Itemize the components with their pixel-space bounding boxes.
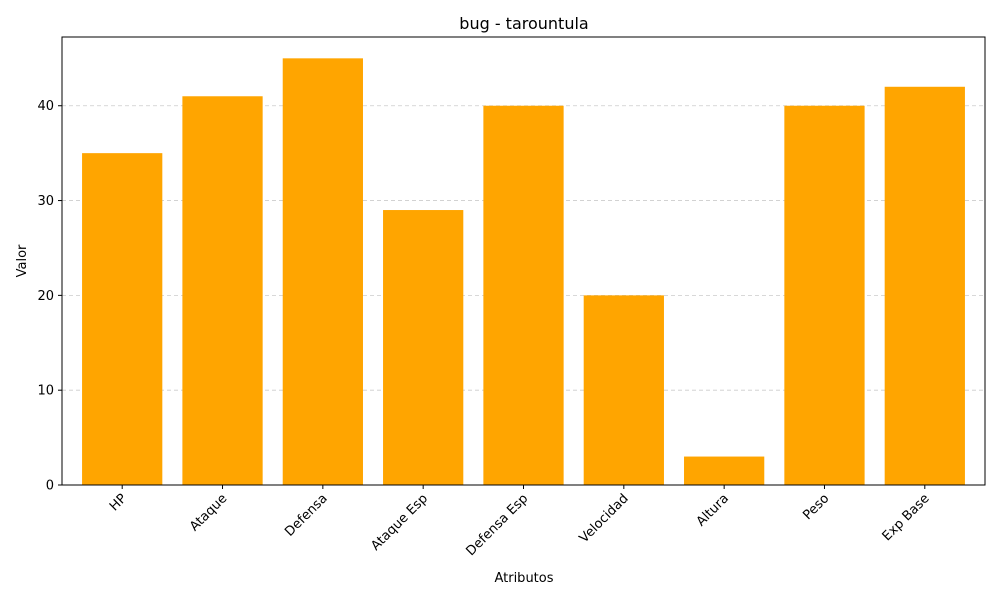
bar [182,96,263,485]
y-tick-label: 0 [46,479,54,494]
bar [884,86,965,486]
x-axis-ticks: HP Ataque Defensa Ataque Esp Defensa Esp Velo… [107,485,933,559]
bar [784,105,865,486]
x-tick-label: Exp Base [880,491,933,544]
y-axis-title: Valor [15,244,30,277]
x-tick-label: Defensa [282,491,330,539]
x-tick-label: Ataque [187,491,230,534]
bars [82,58,965,486]
x-tick-label: Defensa Esp [463,491,531,559]
bar [82,153,163,486]
x-tick-label: HP [107,491,130,514]
bar [684,456,765,485]
y-axis-ticks: 0 10 20 30 40 [37,99,62,494]
x-tick-label: Peso [800,491,832,523]
y-tick-label: 10 [37,384,54,399]
bar [282,58,363,485]
bar [483,105,564,486]
x-tick-label: Ataque Esp [368,491,431,554]
y-tick-label: 30 [37,194,54,209]
chart-title: bug - tarountula [459,14,588,33]
y-tick-label: 20 [37,289,54,304]
x-axis-title: Atributos [494,571,553,586]
x-tick-label: Altura [694,491,732,529]
y-tick-label: 40 [37,99,54,114]
bar [383,210,464,485]
x-tick-label: Velocidad [577,491,632,546]
bar [583,295,664,485]
